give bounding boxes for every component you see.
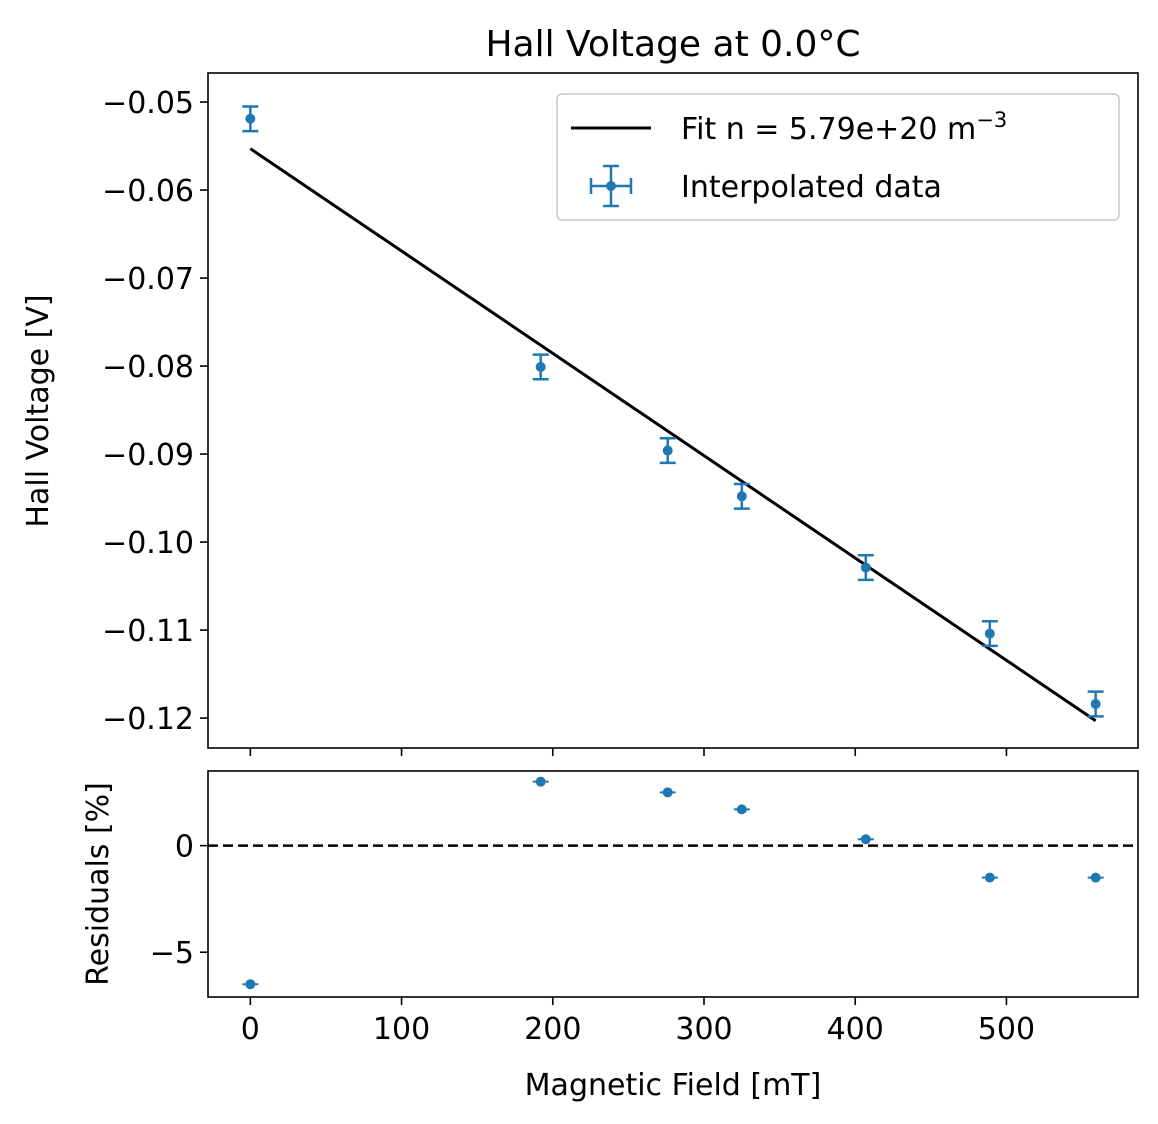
residual-point [659, 787, 676, 798]
top-y-tick-label: −0.07 [102, 262, 194, 297]
bottom-x-tick-label: 0 [241, 1012, 260, 1047]
bottom-axes-frame [207, 770, 1139, 998]
bottom-x-tick-label: 100 [373, 1012, 430, 1047]
residual-point [857, 834, 874, 845]
data-point [1087, 690, 1104, 718]
legend-data-swatch [589, 164, 633, 208]
chart-title: Hall Voltage at 0.0°C [485, 24, 860, 65]
bottom-x-tick-label: 500 [978, 1012, 1035, 1047]
data-point [659, 436, 676, 465]
bottom-y-tick-label: −5 [150, 936, 194, 971]
residual-point [1087, 872, 1104, 883]
top-x-ticks [249, 748, 1008, 756]
bottom-x-tick-label: 400 [827, 1012, 884, 1047]
top-y-tick-label: −0.09 [102, 438, 194, 473]
top-y-tick-label: −0.10 [102, 526, 194, 561]
top-y-ticks: −0.05 −0.06 −0.07 −0.08 −0.09 −0.10 −0.11 −0.12 [102, 86, 208, 737]
bottom-y-axis-label: Residuals [%] [81, 782, 116, 986]
top-axes-frame [207, 72, 1139, 749]
legend-data-label: Interpolated data [681, 170, 942, 205]
residual-point [981, 872, 998, 883]
bottom-x-tick-label: 200 [524, 1012, 581, 1047]
top-y-tick-label: −0.12 [102, 702, 194, 737]
bottom-y-ticks: 0 −5 [150, 830, 208, 971]
bottom-x-ticks: 0 100 200 300 400 500 [241, 997, 1035, 1047]
top-y-tick-label: −0.08 [102, 350, 194, 385]
top-y-tick-label: −0.11 [102, 614, 194, 649]
residual-points [242, 776, 1104, 990]
data-point [857, 554, 874, 582]
residual-point [532, 776, 549, 787]
legend: Fit n = 5.79e+20 m−3 Interpolated data [556, 93, 1120, 221]
data-point [532, 353, 549, 381]
residual-point [733, 804, 750, 815]
top-y-tick-label: −0.06 [102, 174, 194, 209]
legend-fit-superscript: −3 [976, 108, 1007, 132]
bottom-x-tick-label: 300 [675, 1012, 732, 1047]
data-points [242, 105, 1104, 718]
bottom-y-tick-label: 0 [175, 830, 194, 865]
data-point [981, 620, 998, 648]
data-point [733, 482, 750, 510]
residual-point [242, 979, 259, 990]
legend-fit-label: Fit n = 5.79e+20 m−3 [681, 108, 1007, 147]
data-point [242, 105, 259, 133]
top-y-tick-label: −0.05 [102, 86, 194, 121]
fit-line [249, 147, 1097, 722]
top-y-axis-label: Hall Voltage [V] [21, 294, 56, 527]
fit-line-path [249, 147, 1097, 722]
x-axis-label: Magnetic Field [mT] [525, 1068, 822, 1103]
legend-box [556, 93, 1120, 221]
